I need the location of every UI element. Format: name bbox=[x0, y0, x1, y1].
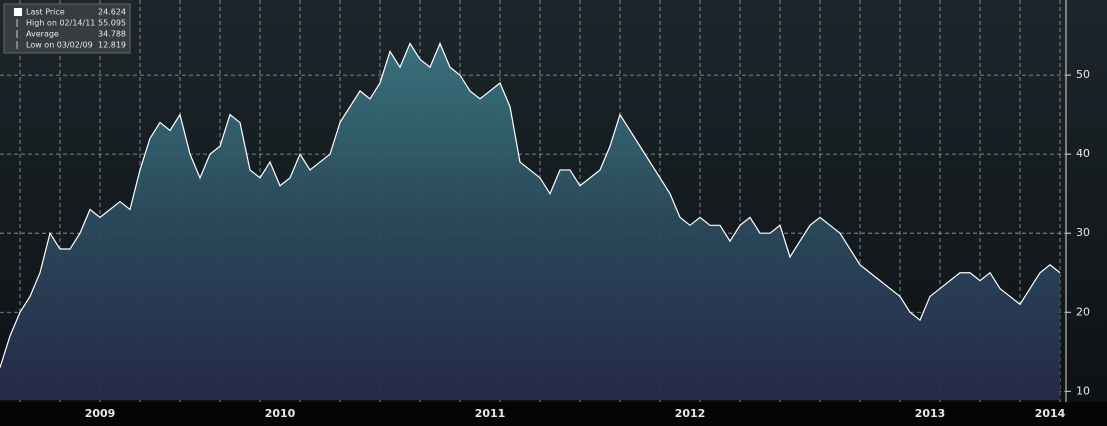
x-tick-label: 2012 bbox=[675, 407, 706, 420]
legend-swatch bbox=[14, 8, 22, 16]
y-tick-label: 40 bbox=[1076, 147, 1090, 160]
legend-value: 12.819 bbox=[98, 41, 126, 50]
legend-label: Average bbox=[26, 30, 59, 39]
legend-label: Last Price bbox=[26, 8, 65, 17]
y-tick-label: 30 bbox=[1076, 226, 1090, 239]
y-tick-label: 10 bbox=[1076, 384, 1090, 397]
x-tick-label: 2013 bbox=[915, 407, 946, 420]
price-line bbox=[0, 41, 1061, 368]
legend-value: 55.095 bbox=[98, 19, 126, 28]
x-tick-label: 2009 bbox=[85, 407, 116, 420]
legend-value: 34.788 bbox=[98, 30, 126, 39]
area bbox=[0, 43, 1060, 400]
x-tick-label: 2010 bbox=[265, 407, 296, 420]
x-tick-label: 2011 bbox=[475, 407, 506, 420]
y-tick-label: 50 bbox=[1076, 68, 1090, 81]
y-tick-label: 20 bbox=[1076, 305, 1090, 318]
x-tick-label: 2014 bbox=[1035, 407, 1066, 420]
legend-box bbox=[3, 3, 131, 54]
legend-label: High on 02/14/11 bbox=[26, 19, 95, 28]
legend-value: 24.624 bbox=[98, 8, 126, 17]
legend-label: Low on 03/02/09 bbox=[26, 41, 93, 50]
x-axis-bar bbox=[0, 402, 1107, 426]
